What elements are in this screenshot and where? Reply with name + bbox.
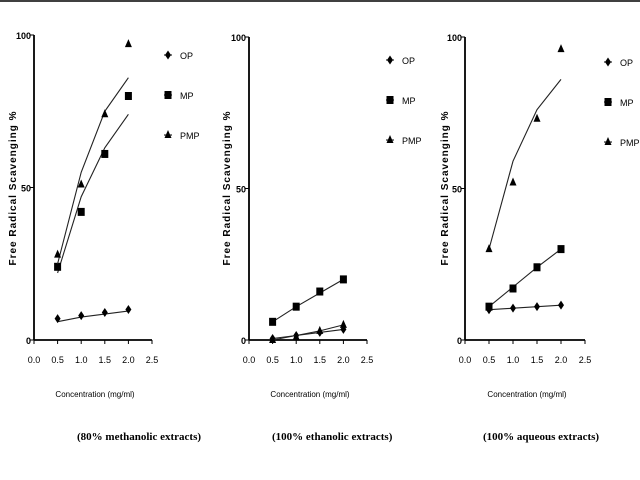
data-point-mp [533,263,541,272]
data-point-pmp [101,109,109,118]
y-tick-label: 50 [21,184,31,194]
fit-line-op [272,328,344,340]
data-point-op [101,308,108,318]
fit-line-mp [488,248,562,308]
y-tick-label: 100 [447,33,462,43]
caption-methanolic: (80% methanolic extracts) [77,431,202,443]
data-point-mp [77,207,85,216]
data-point-mp [101,149,109,158]
legend-label-mp: MP [180,91,194,101]
x-tick-label: 0.0 [243,355,256,365]
legend-label-mp: MP [620,98,634,108]
data-point-mp [269,317,277,326]
x-tick-label: 2.5 [579,355,592,365]
data-point-pmp [269,335,277,343]
x-axis-label: Concentration (mg/ml) [55,390,134,399]
data-point-op [558,300,564,310]
legend-label-op: OP [180,51,193,61]
data-point-mp [485,302,493,311]
x-tick-label: 1.0 [290,355,303,365]
legend-label-pmp: PMP [620,138,640,148]
legend-label-pmp: PMP [402,136,422,146]
caption-aqueous: (100% aqueous extracts) [483,431,600,443]
data-point-pmp [509,177,517,186]
data-point-op [534,302,540,312]
x-tick-label: 0.5 [483,355,496,365]
data-point-pmp [339,319,347,328]
data-point-pmp [124,39,132,48]
fit-line-pmp [488,79,562,250]
y-tick-label: 100 [231,33,246,43]
data-point-pmp [557,44,565,53]
data-point-mp [509,284,517,293]
x-tick-label: 1.5 [531,355,544,365]
y-axis-label: Free Radical Scavenging % [222,110,233,265]
x-tick-label: 1.5 [99,355,112,365]
chart-panel-3: 0.0 0.5 1.0 1.5 2.0 2.5 0 50 100 Concentration (m… [440,33,640,399]
chart-panel-1: 0.0 0.5 1.0 1.5 2.0 2.5 0 50 100 Concentration (m… [8,31,200,399]
x-tick-label: 2.5 [146,355,159,365]
y-axis-label: Free Radical Scavenging % [440,110,451,265]
x-tick-label: 2.0 [337,355,350,365]
fit-line-mp [57,113,129,274]
y-tick-label: 0 [457,336,462,346]
x-axis-label: Concentration (mg/ml) [487,390,566,399]
x-tick-label: 2.5 [361,355,374,365]
x-tick-label: 0.0 [28,355,41,365]
legend-label-mp: MP [402,96,416,106]
data-point-mp [54,262,62,271]
data-point-pmp [54,249,62,258]
legend-marker-pmp [386,135,394,143]
y-tick-label: 50 [452,185,462,195]
fit-line-pmp [272,324,344,341]
data-point-mp [339,275,347,284]
y-tick-label: 50 [236,185,246,195]
fit-line-mp [272,278,344,323]
x-tick-label: 1.5 [314,355,327,365]
y-tick-label: 0 [26,336,31,346]
legend-label-pmp: PMP [180,131,200,141]
data-point-op [125,305,132,314]
legend-marker-pmp [164,130,172,138]
data-point-mp [557,245,565,254]
x-axis-label: Concentration (mg/ml) [270,390,349,399]
x-tick-label: 0.0 [459,355,472,365]
legend-label-op: OP [402,56,415,66]
fit-line-op [488,304,562,311]
x-tick-label: 2.0 [122,355,135,365]
x-tick-label: 1.0 [507,355,520,365]
y-axis-label: Free Radical Scavenging % [8,110,19,265]
fit-line-op [57,310,129,323]
data-point-op [78,311,85,321]
data-point-mp [292,302,300,311]
x-tick-label: 2.0 [555,355,568,365]
data-point-mp [124,92,132,100]
data-point-op [510,303,516,313]
data-point-pmp [77,179,85,188]
legend-label-op: OP [620,58,633,68]
data-point-op [54,314,61,324]
caption-ethanolic: (100% ethanolic extracts) [272,431,393,443]
x-tick-label: 0.5 [51,355,64,365]
data-point-pmp [316,325,324,334]
data-point-pmp [485,244,493,253]
fit-line-pmp [57,77,129,264]
y-tick-label: 0 [241,336,246,346]
chart-panel-2: 0.0 0.5 1.0 1.5 2.0 2.5 0 50 100 Concentration (m… [222,33,422,399]
x-tick-label: 1.0 [75,355,88,365]
data-point-pmp [292,331,300,340]
legend-marker-pmp [604,137,612,145]
y-tick-label: 100 [16,31,31,41]
x-tick-label: 0.5 [266,355,279,365]
data-point-mp [316,287,324,296]
data-point-pmp [533,113,541,122]
